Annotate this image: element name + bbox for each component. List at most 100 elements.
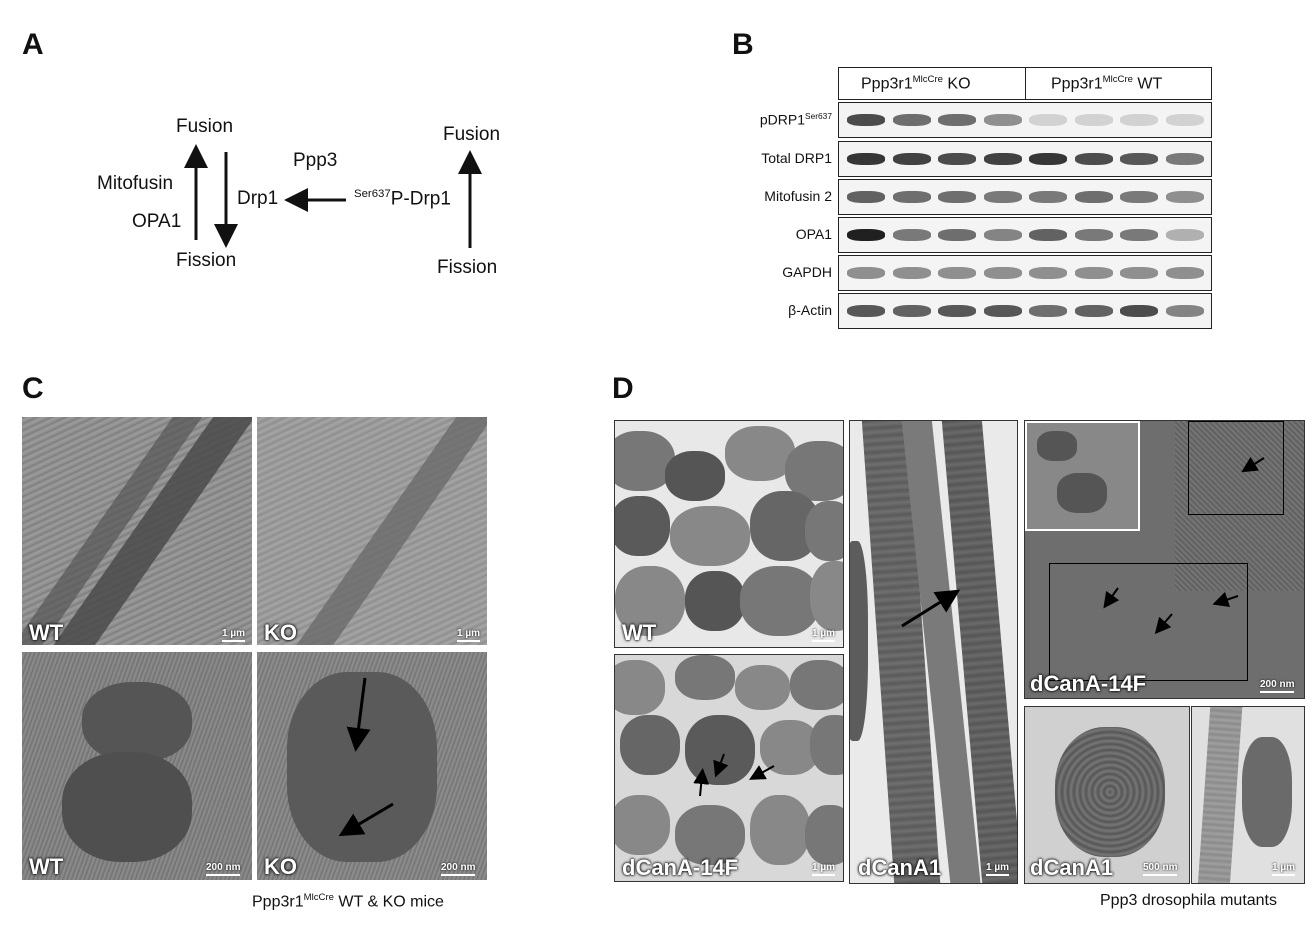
c-caption-suffix: WT & KO mice bbox=[333, 893, 444, 911]
mitofusin-label: Mitofusin bbox=[97, 173, 174, 194]
blot-band bbox=[1074, 267, 1113, 279]
blot-band bbox=[892, 305, 931, 317]
d-caption: Ppp3 drosophila mutants bbox=[1100, 892, 1277, 909]
blot-band bbox=[892, 267, 931, 279]
blot-band bbox=[983, 305, 1022, 317]
blot-row-label-base: β-Actin bbox=[788, 302, 832, 318]
c-label-wt-bottom: WT bbox=[29, 854, 64, 879]
opa1-label: OPA1 bbox=[132, 211, 182, 232]
mitochondrion bbox=[615, 566, 685, 636]
blot-band bbox=[983, 153, 1022, 165]
ppp3-label: Ppp3 bbox=[293, 150, 338, 171]
blot-band bbox=[1120, 305, 1158, 317]
blot-band bbox=[1029, 114, 1067, 126]
pdrp1-sup: Ser637 bbox=[354, 188, 391, 200]
pdrp1-label: Ser637P-Drp1 bbox=[354, 188, 451, 210]
em-image-c-ko-1um bbox=[257, 417, 487, 645]
myofibril-region bbox=[1175, 421, 1304, 591]
mitochondrion bbox=[615, 496, 670, 556]
d-label-dcana1-long: dCanA1 bbox=[858, 855, 942, 880]
blot-band bbox=[1165, 191, 1204, 203]
c-scale-1: 1 µm bbox=[222, 628, 245, 642]
group-wt-base: Ppp3r1 bbox=[1051, 75, 1103, 93]
blot-band bbox=[1029, 191, 1067, 203]
blot-band bbox=[1165, 229, 1204, 241]
right-fission-label: Fission bbox=[437, 257, 498, 278]
group-ko-suffix: KO bbox=[942, 75, 971, 93]
blot-row-label-base: pDRP1 bbox=[759, 111, 805, 128]
d-scale-6: 1 µm bbox=[1272, 862, 1295, 876]
d-scale-4: 200 nm bbox=[1260, 679, 1295, 693]
blot-band bbox=[1120, 267, 1158, 279]
d-arrow-zoom-4 bbox=[1241, 456, 1265, 473]
mitochondrion bbox=[685, 571, 745, 631]
em-image-c-wt-1um bbox=[22, 417, 252, 645]
group-wt-suffix: WT bbox=[1132, 75, 1163, 93]
blot-group-header: Ppp3r1MlcCre KO Ppp3r1MlcCre WT bbox=[838, 67, 1212, 100]
blot-band bbox=[1165, 153, 1204, 165]
mitochondrion bbox=[615, 795, 670, 855]
em-image-d-dcana1-1um-small bbox=[1191, 706, 1305, 884]
blot-row-image bbox=[838, 293, 1212, 329]
mitochondrion bbox=[675, 805, 745, 865]
c-caption: Ppp3r1MlcCre WT & KO mice bbox=[252, 892, 444, 911]
blot-band bbox=[1029, 267, 1067, 279]
blot-band bbox=[938, 267, 976, 279]
d-label-wt: WT bbox=[622, 620, 657, 645]
blot-band bbox=[847, 229, 885, 241]
blot-band bbox=[1029, 305, 1067, 317]
blot-row-image bbox=[838, 255, 1212, 291]
blot-row-image bbox=[838, 217, 1212, 253]
blot-row-label-sup: Ser637 bbox=[804, 111, 832, 121]
diagram-arrows bbox=[184, 144, 482, 248]
c-scale-4: 200 nm bbox=[441, 862, 476, 876]
blot-band bbox=[938, 229, 976, 241]
group-wt-label: Ppp3r1MlcCre WT bbox=[1051, 74, 1162, 93]
left-fusion-label: Fusion bbox=[176, 116, 234, 137]
d-arrow-14f-1 bbox=[693, 768, 710, 797]
mitochondrion bbox=[850, 541, 868, 741]
mitochondrion bbox=[735, 665, 790, 710]
blot-band bbox=[892, 153, 931, 165]
pdrp1-text: P-Drp1 bbox=[390, 188, 451, 210]
blot-band bbox=[938, 114, 976, 126]
mitochondrion bbox=[790, 660, 843, 710]
blot-row-label: GAPDH bbox=[782, 264, 832, 280]
group-wt-sup: MlcCre bbox=[1102, 74, 1133, 85]
blot-band bbox=[1074, 114, 1113, 126]
panel-letter-d: D bbox=[612, 372, 634, 405]
blot-band bbox=[1120, 229, 1158, 241]
mitochondrion bbox=[620, 715, 680, 775]
mitochondrion bbox=[670, 506, 750, 566]
group-ko-base: Ppp3r1 bbox=[861, 75, 913, 93]
em-image-d-dcana1-500nm bbox=[1024, 706, 1190, 884]
c-scale-2: 1 µm bbox=[457, 628, 480, 642]
blot-band bbox=[892, 114, 931, 126]
blot-row-label: OPA1 bbox=[796, 226, 832, 242]
blot-band bbox=[1120, 114, 1158, 126]
blot-band bbox=[1120, 153, 1158, 165]
mitochondrion bbox=[82, 682, 192, 762]
c-label-ko-bottom: KO bbox=[264, 854, 297, 879]
mitochondrion bbox=[810, 561, 843, 631]
d-arrow-zoom-3 bbox=[1212, 591, 1239, 608]
blot-band bbox=[1120, 191, 1158, 203]
c-label-wt-top: WT bbox=[29, 620, 64, 645]
blot-band bbox=[847, 153, 885, 165]
d-label-dcana1-500: dCanA1 bbox=[1030, 855, 1114, 880]
d-arrow-14f-2 bbox=[713, 753, 729, 778]
d-arrow-zoom-2 bbox=[1154, 613, 1173, 635]
mitochondrion bbox=[725, 426, 795, 481]
d-scale-2: 1 µm bbox=[812, 862, 835, 876]
mitochondrion bbox=[665, 451, 725, 501]
d-arrow-14f-3 bbox=[749, 765, 775, 780]
d-scale-3: 1 µm bbox=[986, 862, 1009, 876]
inset-overview bbox=[1025, 421, 1140, 531]
d-label-14f-zoom: dCanA-14F bbox=[1030, 671, 1147, 696]
drp1-label: Drp1 bbox=[237, 188, 279, 209]
blot-band bbox=[1074, 305, 1113, 317]
blot-row-label-base: Total DRP1 bbox=[761, 150, 832, 166]
inset-mito bbox=[1037, 431, 1077, 461]
blot-band bbox=[938, 305, 976, 317]
